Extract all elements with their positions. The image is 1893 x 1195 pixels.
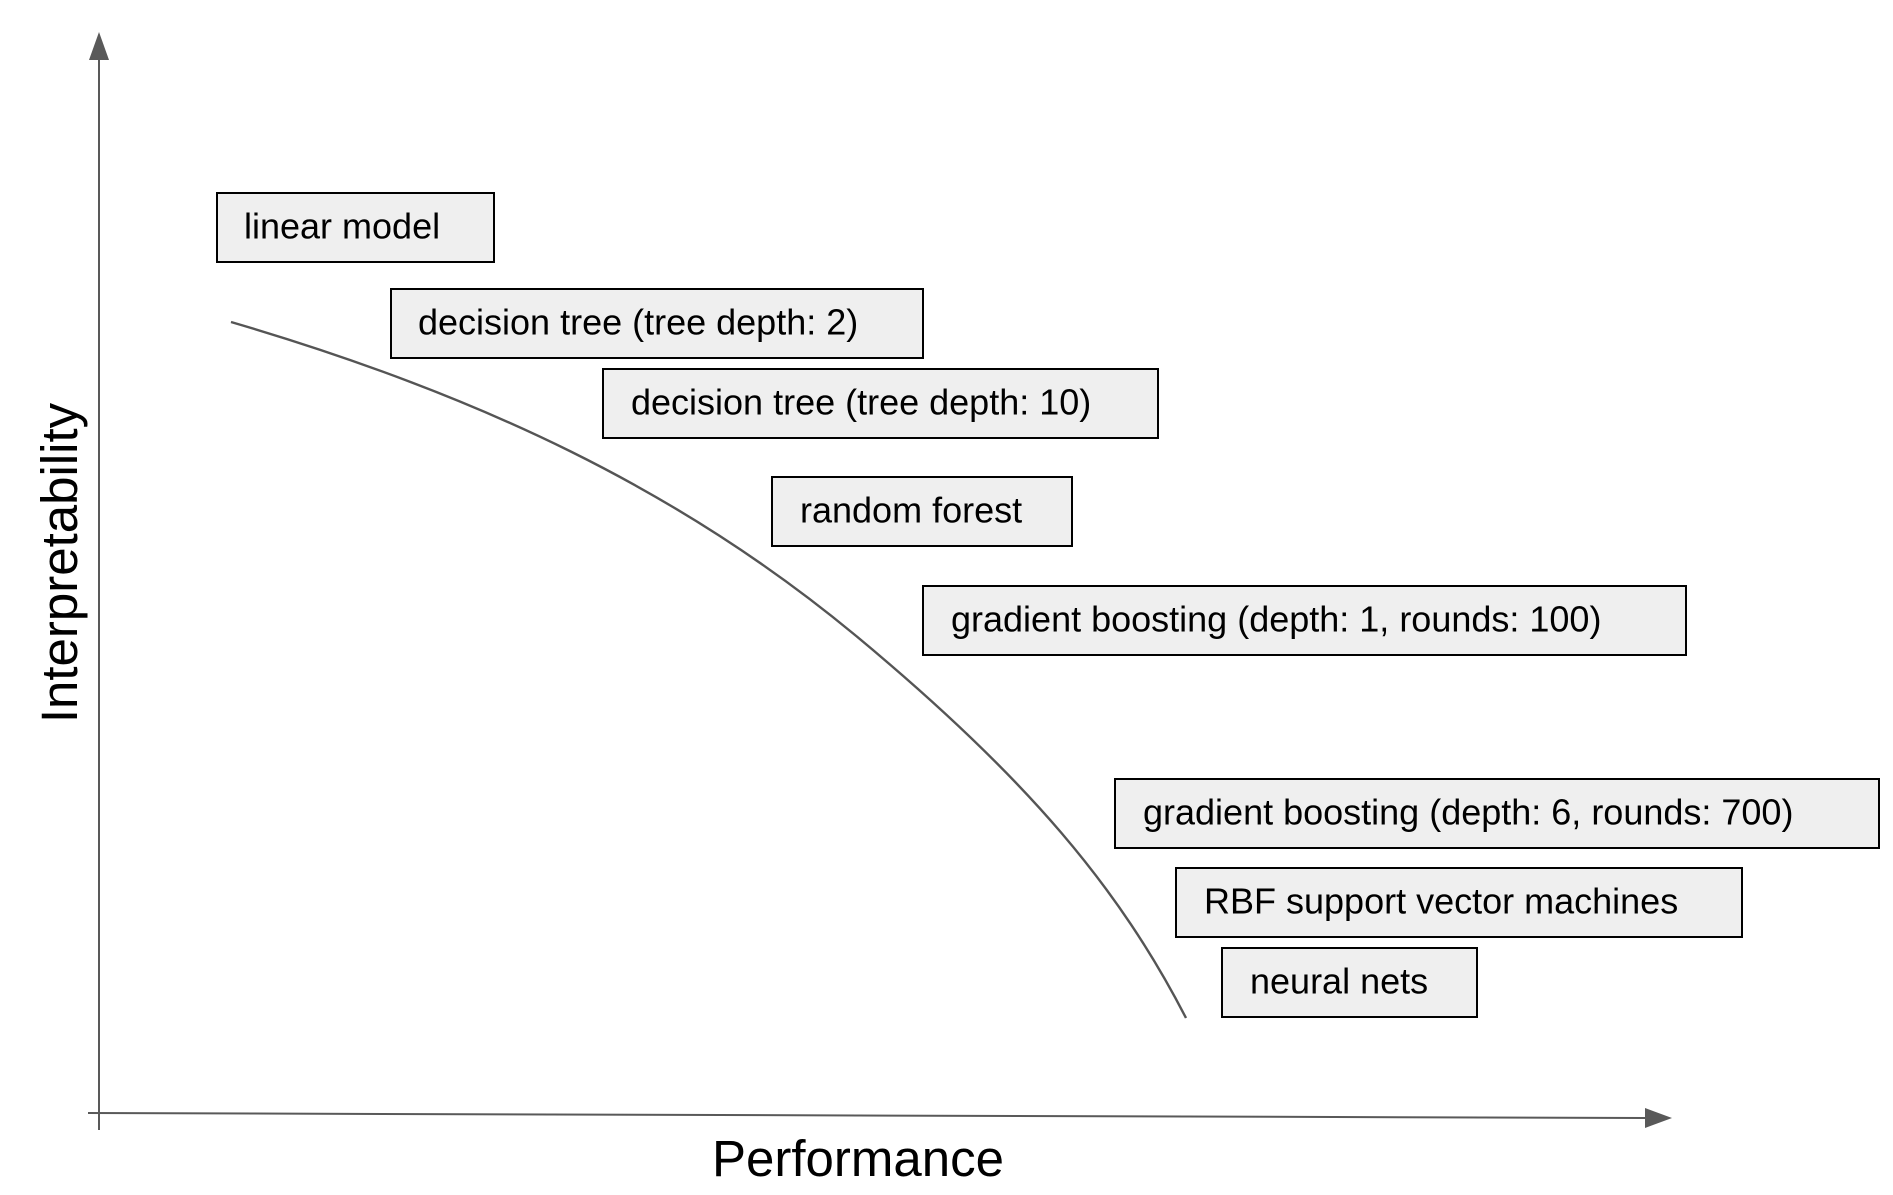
- x-axis-label: Performance: [712, 1130, 1004, 1187]
- model-label: neural nets: [1250, 961, 1428, 1002]
- model-box-rbf-svm: RBF support vector machines: [1175, 867, 1743, 938]
- model-box-decision-tree-depth-2: decision tree (tree depth: 2): [390, 288, 924, 359]
- model-box-gradient-boosting-depth-1: gradient boosting (depth: 1, rounds: 100…: [922, 585, 1687, 656]
- x-axis-line: [87, 1112, 1646, 1119]
- x-axis-arrow-icon: [1645, 1108, 1672, 1128]
- model-label: gradient boosting (depth: 1, rounds: 100…: [951, 599, 1601, 640]
- model-box-linear-model: linear model: [216, 192, 495, 263]
- model-box-gradient-boosting-depth-6: gradient boosting (depth: 6, rounds: 700…: [1114, 778, 1880, 849]
- y-axis-label: Interpretability: [31, 402, 88, 723]
- model-label: decision tree (tree depth: 10): [631, 382, 1091, 423]
- tradeoff-curve: [230, 320, 1188, 1019]
- model-label: RBF support vector machines: [1204, 881, 1678, 922]
- model-label: linear model: [244, 206, 440, 247]
- model-box-random-forest: random forest: [771, 476, 1073, 547]
- model-label: gradient boosting (depth: 6, rounds: 700…: [1143, 792, 1793, 833]
- model-label: decision tree (tree depth: 2): [418, 302, 858, 343]
- model-box-decision-tree-depth-10: decision tree (tree depth: 10): [602, 368, 1159, 439]
- y-axis-arrow-icon: [89, 32, 109, 60]
- model-label: random forest: [800, 490, 1022, 531]
- model-box-neural-nets: neural nets: [1221, 947, 1478, 1018]
